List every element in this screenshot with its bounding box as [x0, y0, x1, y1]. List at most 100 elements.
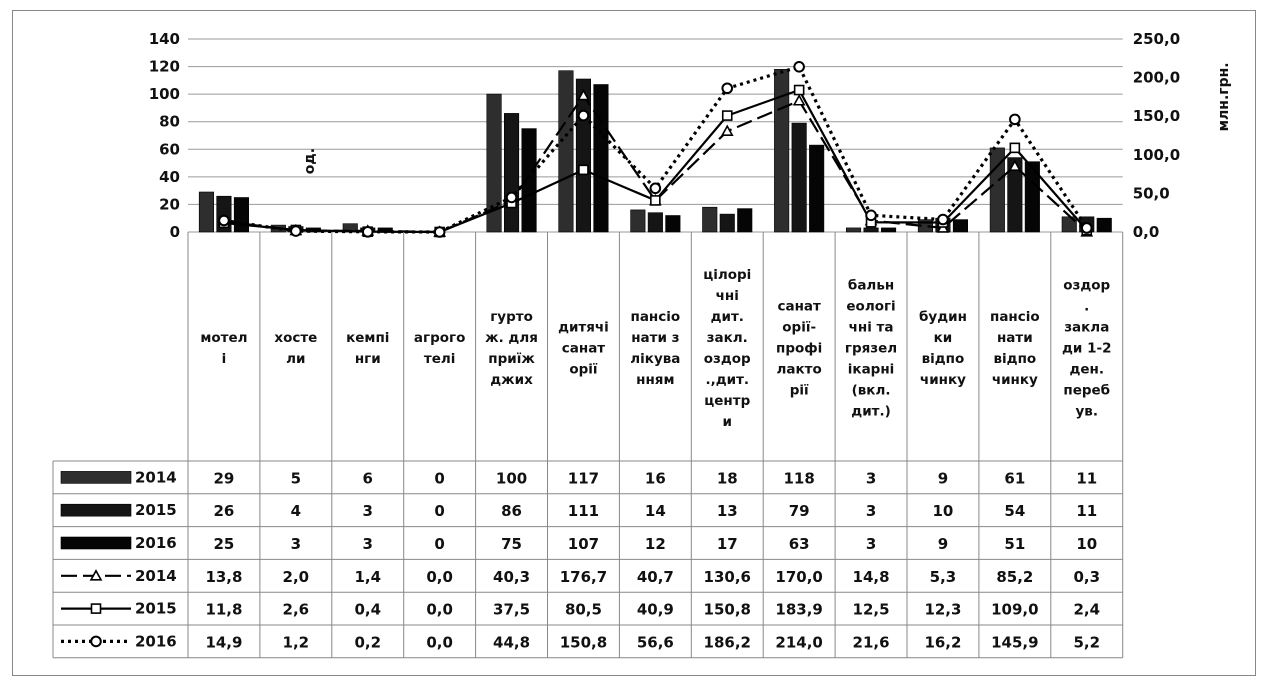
category-label: джих: [490, 372, 533, 388]
legend-label: 2016: [135, 632, 177, 650]
table-cell: 3: [866, 469, 876, 487]
bar-2016: [593, 84, 609, 233]
bar-2016: [880, 227, 897, 233]
bar-2014: [702, 206, 718, 233]
category-label: профі: [776, 341, 822, 357]
legend-key-bar-2016: [60, 536, 132, 550]
category-label: телі: [424, 351, 456, 367]
y-right-tick-label: 200,0: [1133, 69, 1180, 87]
point-2016: [577, 109, 590, 122]
table-cell: 2,6: [283, 601, 310, 619]
table-cell: 111: [568, 502, 599, 520]
table-cell: 25: [214, 535, 235, 553]
legend-marker-2016: [90, 635, 102, 648]
table-cell: 11: [1076, 469, 1097, 487]
table-cell: 183,9: [775, 601, 822, 619]
category-label: нням: [636, 372, 674, 388]
point-2016: [649, 182, 662, 195]
category-label: .,дит.: [705, 372, 749, 388]
point-2015: [1009, 142, 1021, 154]
table-cell: 0,2: [354, 633, 381, 651]
category-label: пансіо: [990, 309, 1040, 325]
table-cell: 5,2: [1073, 633, 1100, 651]
table-cell: 9: [938, 535, 948, 553]
legend-label: 2016: [135, 534, 177, 552]
table-cell: 11: [1076, 502, 1097, 520]
table-cell: 16: [645, 469, 666, 487]
point-2016: [505, 191, 518, 204]
table-cell: 145,9: [991, 633, 1038, 651]
table-cell: 150,8: [560, 633, 607, 651]
table-cell: 14,8: [853, 568, 890, 586]
y-left-tick-label: 40: [159, 168, 180, 186]
table-cell: 2,4: [1073, 601, 1100, 619]
category-label: и: [723, 414, 732, 430]
category-label: дитячі: [558, 320, 609, 336]
table-cell: 3: [866, 502, 876, 520]
category-label: чинку: [992, 372, 1038, 388]
category-label: ікарні: [848, 362, 895, 378]
y-left-tick-label: 120: [149, 58, 180, 76]
category-label: ден.: [1069, 362, 1104, 378]
table-cell: 5,3: [930, 568, 957, 586]
y-right-tick-label: 50,0: [1133, 184, 1170, 202]
chart: 0204060801001201400,050,0100,0150,0200,0…: [52, 30, 1232, 659]
table-cell: 40,9: [637, 601, 674, 619]
table-cell: 1,4: [354, 568, 381, 586]
table-cell: 0,3: [1073, 568, 1100, 586]
table-cell: 3: [363, 502, 373, 520]
category-label: грязел: [845, 341, 897, 357]
category-label: приїж: [488, 351, 535, 367]
table-cell: 18: [717, 469, 738, 487]
table-cell: 0,4: [354, 601, 381, 619]
category-label: центр: [704, 393, 750, 409]
category-label: нати: [997, 330, 1033, 346]
bar-2016: [952, 219, 969, 233]
category-label: лікува: [630, 351, 680, 367]
point-2016: [793, 60, 805, 73]
table-cell: 11,8: [205, 601, 242, 619]
bar-2015: [719, 213, 735, 233]
table-cell: 12: [645, 535, 666, 553]
table-cell: 63: [789, 535, 810, 553]
legend-marker-2014: [89, 569, 103, 581]
point-2015: [578, 164, 589, 176]
table-cell: 0: [434, 469, 444, 487]
table-cell: 0,0: [426, 633, 453, 651]
bar-2016: [233, 197, 249, 233]
category-label: оздор: [1063, 278, 1110, 294]
category-label: орії: [569, 362, 598, 378]
table-cell: 29: [214, 469, 235, 487]
bar-2016: [809, 144, 825, 233]
point-2015: [721, 110, 733, 121]
category-label: санат: [562, 341, 606, 357]
line-2015: [223, 88, 1088, 234]
bar-2016: [1096, 217, 1112, 233]
table-cell: 130,6: [704, 568, 751, 586]
legend-label: 2015: [135, 501, 177, 519]
table-cell: 118: [783, 469, 814, 487]
table-cell: 0,0: [426, 568, 453, 586]
category-label: чні та: [849, 320, 894, 336]
bar-2016: [521, 128, 537, 233]
category-label: цілорі: [703, 267, 751, 283]
category-label: еологі: [846, 299, 895, 315]
table-cell: 0: [434, 535, 444, 553]
y-right-tick-label: 150,0: [1133, 107, 1180, 125]
category-label: санат: [777, 299, 821, 315]
category-label: хосте: [274, 330, 317, 346]
table-cell: 4: [291, 502, 301, 520]
category-label: закла: [1064, 320, 1109, 336]
table-cell: 79: [789, 502, 810, 520]
y-left-tick-label: 20: [159, 195, 180, 213]
point-2016: [433, 226, 446, 238]
table-cell: 12,3: [924, 601, 961, 619]
table-cell: 117: [568, 469, 599, 487]
table-cell: 100: [496, 469, 527, 487]
category-label: закл.: [707, 330, 748, 346]
category-label: пансіо: [631, 309, 681, 325]
legend-label: 2015: [135, 600, 177, 618]
category-label: ли: [286, 351, 305, 367]
legend-key-bar-2015: [60, 503, 132, 517]
bar-2014: [198, 191, 214, 233]
